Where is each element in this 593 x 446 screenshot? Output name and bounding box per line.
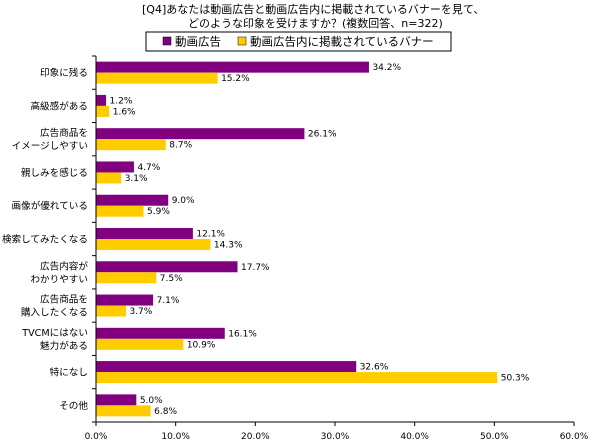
bar [96,272,157,284]
bar-value-label: 32.6% [360,363,389,373]
bar [96,172,122,184]
bar [96,194,169,206]
bars [96,61,498,417]
category-label: 高級感がある [30,100,88,112]
category-label: 魅力がある [40,340,88,352]
bar [96,72,218,84]
category-label: 購入したくなる [21,307,88,319]
bar [96,305,126,317]
bar-value-label: 26.1% [308,130,337,140]
bar [96,105,110,117]
bar [96,205,144,217]
category-label: イメージしやすい [12,141,88,152]
category-label: 印象に残る [40,67,88,79]
category-label: TVCMにはない [21,328,88,339]
bar-value-label: 4.7% [137,163,160,173]
bar [96,361,357,373]
legend-label: 動画広告内に掲載されているバナー [250,35,434,49]
x-tick-label: 20.0% [241,432,270,442]
bar [96,61,369,73]
category-label: 広告商品を [40,127,88,139]
bar-value-label: 3.7% [129,307,152,317]
bar [96,128,305,140]
chart-title: [Q4]あなたは動画広告と動画広告内に掲載されているバナーを見て、どのような印象… [142,2,484,30]
bar-value-label: 7.1% [157,296,180,306]
category-label: 広告内容が [40,260,88,272]
bar [96,161,134,173]
x-tick-label: 0.0% [85,432,108,442]
bar-value-label: 5.9% [147,207,170,217]
bar-value-label: 17.7% [241,263,270,273]
bar [96,294,154,306]
bar [96,261,238,273]
value-labels: 34.2%15.2%1.2%1.6%26.1%8.7%4.7%3.1%9.0%5… [110,63,530,417]
bar [96,228,193,239]
bar-value-label: 6.8% [154,407,177,417]
bar [96,394,137,406]
x-tick-label: 30.0% [321,432,350,442]
bar-value-label: 5.0% [140,396,163,406]
bar-value-label: 1.2% [110,96,133,106]
legend-swatch [162,36,172,46]
bar [96,405,151,417]
bar-value-label: 10.9% [187,340,216,350]
bar [96,372,498,384]
legend-swatch [237,36,247,46]
bar-value-label: 12.1% [196,230,225,240]
chart-legend: 動画広告 動画広告内に掲載されているバナー [145,31,452,52]
category-label: 検索してみたくなる [2,234,88,246]
x-axis: 0.0% 10.0% 20.0% 30.0% 40.0% 50.0% 60.0% [85,55,589,442]
bar-value-label: 14.3% [214,241,243,251]
x-tick-label: 60.0% [560,432,589,442]
bar [96,327,225,339]
category-labels: 印象に残る高級感がある広告商品をイメージしやすい親しみを感じる画像が優れている検… [2,67,88,412]
legend-box [145,31,452,52]
category-label: 特になし [50,367,88,379]
bar-value-label: 9.0% [172,196,195,206]
bar-value-label: 1.6% [113,107,136,117]
legend-label: 動画広告 [175,35,221,49]
x-tick-label: 10.0% [161,432,190,442]
bar-value-label: 15.2% [221,74,250,84]
bar-value-label: 50.3% [501,374,530,384]
bar [96,338,184,350]
chart-title-line: [Q4]あなたは動画広告と動画広告内に掲載されているバナーを見て、 [142,2,484,16]
chart-title-line: どのような印象を受けますか？(複数回答、n=322) [188,16,443,30]
category-label: 広告商品を [40,294,88,306]
category-label: わかりやすい [30,274,88,285]
bar [96,139,166,151]
bar-value-label: 8.7% [169,141,192,151]
bar-value-label: 3.1% [125,174,148,184]
x-tick-label: 40.0% [400,432,429,442]
bar-value-label: 16.1% [228,329,257,339]
bar [96,239,211,250]
x-tick-label: 50.0% [480,432,509,442]
bar [96,94,107,106]
category-label: その他 [59,400,88,412]
category-label: 親しみを感じる [21,167,88,179]
bar-value-label: 7.5% [160,274,183,284]
category-label: 画像が優れている [12,200,88,212]
bar-value-label: 34.2% [372,63,401,73]
